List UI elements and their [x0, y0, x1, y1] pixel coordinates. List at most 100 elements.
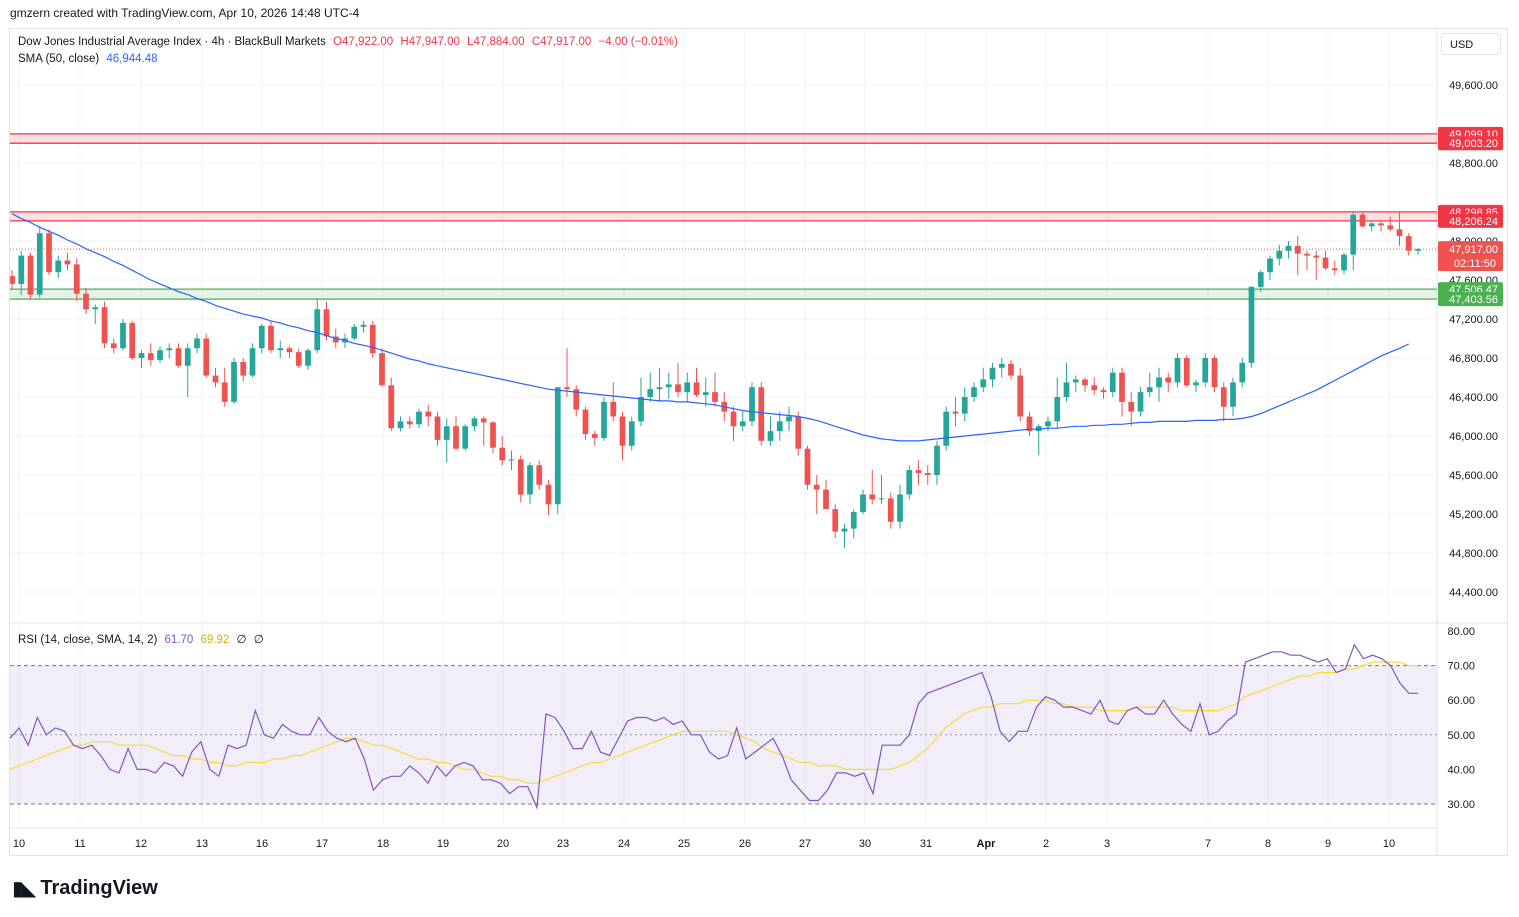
- candle: [1137, 387, 1144, 417]
- candle: [961, 387, 968, 422]
- candle-body: [730, 411, 737, 427]
- legend-open: O47,922.00: [333, 36, 394, 48]
- candle: [1359, 211, 1366, 228]
- candle-body: [305, 350, 311, 366]
- candle: [989, 362, 996, 388]
- candle-body: [1304, 253, 1310, 256]
- candle: [1026, 411, 1033, 436]
- candle-body: [943, 411, 950, 446]
- candle: [786, 406, 792, 432]
- candle-body: [1257, 272, 1264, 287]
- resistance-zone-fill: [10, 133, 1437, 144]
- time-tick-label: 9: [1325, 838, 1331, 850]
- time-tick-label: 10: [1383, 838, 1395, 850]
- candle: [564, 348, 570, 397]
- candle: [471, 416, 478, 432]
- candle-body: [934, 445, 940, 475]
- candle-body: [813, 484, 820, 490]
- candle-body: [1267, 258, 1273, 273]
- candle: [1257, 270, 1264, 292]
- candle-body: [675, 384, 681, 393]
- footer-brand: TradingView: [40, 877, 158, 899]
- candle: [351, 323, 358, 341]
- candle-body: [1331, 268, 1338, 271]
- time-tick-label: Apr: [977, 838, 997, 850]
- price-tick-label: 44,400.00: [1449, 587, 1498, 599]
- candle-body: [647, 389, 654, 397]
- candle: [1341, 252, 1347, 275]
- candle-body: [379, 353, 385, 386]
- sma-legend[interactable]: SMA (50, close) 46,944.48: [18, 53, 162, 65]
- time-tick-label: 26: [739, 838, 751, 850]
- candle-body: [1156, 377, 1162, 388]
- candle: [1100, 387, 1107, 399]
- candle-body: [462, 426, 469, 449]
- support-bottom-price-label-bg: [1438, 292, 1503, 307]
- candle: [1008, 359, 1014, 380]
- candle-body: [1322, 257, 1329, 269]
- candle: [804, 445, 811, 490]
- time-tick-label: 16: [256, 838, 268, 850]
- candle: [277, 340, 284, 358]
- candle-body: [240, 361, 247, 376]
- candle: [832, 504, 839, 539]
- candle: [998, 358, 1005, 378]
- candle: [157, 346, 163, 363]
- candle: [388, 377, 395, 432]
- sma-value: 46,944.48: [106, 53, 158, 65]
- candle: [675, 362, 681, 397]
- candle-body: [1368, 223, 1375, 227]
- time-tick-label: 18: [377, 838, 389, 850]
- candle: [573, 385, 580, 417]
- candle: [231, 358, 237, 404]
- candle-body: [101, 307, 108, 344]
- candle-body: [351, 326, 358, 339]
- price-tick-label: 46,800.00: [1449, 353, 1498, 365]
- candle-body: [46, 233, 52, 273]
- candle: [684, 372, 691, 402]
- candle-body: [656, 387, 663, 390]
- candle-body: [989, 367, 996, 380]
- candle: [795, 411, 802, 456]
- resistance-bottom-price-label: 48,206.24: [1438, 213, 1503, 228]
- candle-body: [1193, 382, 1199, 386]
- candle: [1276, 244, 1283, 266]
- candle: [730, 406, 737, 441]
- candle: [323, 301, 330, 341]
- candle-body: [18, 255, 25, 284]
- candle: [1415, 247, 1421, 255]
- time-tick-label: 12: [135, 838, 147, 850]
- rsi-legend[interactable]: RSI (14, close, SMA, 14, 2) 61.70 69.92 …: [18, 632, 268, 646]
- price-tick-label: 45,600.00: [1449, 470, 1498, 482]
- candle-body: [1137, 392, 1144, 412]
- support-zone: [10, 288, 1437, 300]
- candle-body: [212, 375, 219, 383]
- candle: [1322, 250, 1329, 271]
- candle: [1230, 377, 1236, 417]
- candle: [1174, 353, 1181, 388]
- candle: [1017, 367, 1024, 422]
- legend-symbol[interactable]: Dow Jones Industrial Average Index · 4h …: [18, 36, 326, 48]
- candle: [1239, 358, 1246, 388]
- candle: [397, 416, 404, 432]
- candle-body: [388, 385, 395, 429]
- candle-body: [203, 338, 210, 376]
- last-price-countdown: 02:11:50: [1454, 258, 1496, 270]
- attribution-text: gmzern created with TradingView.com, Apr…: [10, 6, 360, 20]
- candle: [1193, 379, 1199, 393]
- currency-button[interactable]: USD: [1441, 33, 1501, 55]
- candle-body: [1063, 382, 1070, 397]
- candle: [1387, 216, 1394, 232]
- candle: [702, 377, 709, 407]
- candle-body: [166, 348, 173, 351]
- candle-body: [1405, 236, 1412, 251]
- candle-body: [878, 498, 885, 500]
- resistance-zone: [10, 211, 1437, 222]
- rsi-tick-label: 40.00: [1447, 764, 1475, 776]
- time-tick-label: 7: [1205, 838, 1211, 850]
- candle-body: [702, 392, 709, 396]
- candle: [1304, 250, 1310, 271]
- time-tick-label: 23: [557, 838, 569, 850]
- candle-body: [369, 324, 376, 354]
